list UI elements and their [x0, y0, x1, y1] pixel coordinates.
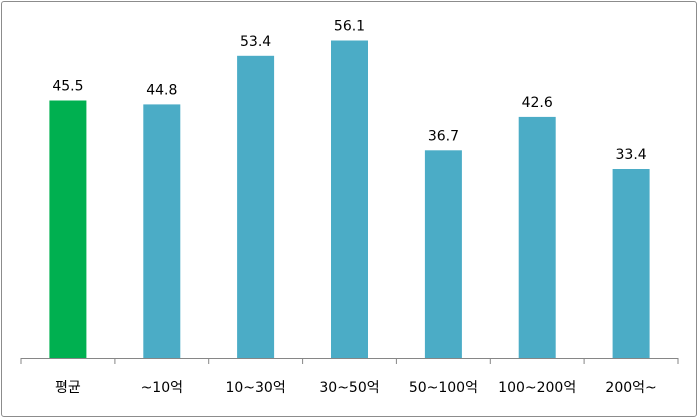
value-label-5: 42.6 — [522, 95, 553, 111]
value-label-0: 45.5 — [52, 79, 83, 95]
value-label-1: 44.8 — [146, 82, 177, 98]
bar-2 — [237, 55, 275, 359]
bar-5 — [518, 116, 556, 359]
bar-1 — [143, 104, 181, 359]
value-label-6: 33.4 — [616, 147, 647, 163]
value-label-2: 53.4 — [240, 34, 271, 50]
bars-group — [49, 40, 650, 359]
value-label-3: 56.1 — [334, 19, 365, 35]
bar-0 — [49, 100, 87, 358]
category-label-5: 100~200억 — [498, 380, 576, 396]
bar-4 — [424, 150, 462, 358]
value-label-4: 36.7 — [428, 128, 459, 144]
value-labels-group: 45.5 44.8 53.4 56.1 36.7 42.6 33.4 — [52, 19, 646, 164]
category-labels-group: 평균 ~10억 10~30억 30~50억 50~100억 100~200억 200억~ — [55, 380, 657, 396]
bar-3 — [331, 40, 368, 358]
category-label-1: ~10억 — [141, 380, 183, 396]
category-label-6: 200억~ — [605, 380, 656, 396]
bar-6 — [612, 169, 650, 358]
category-label-4: 50~100억 — [409, 380, 478, 396]
category-label-3: 30~50억 — [319, 380, 379, 396]
category-label-0: 평균 — [55, 380, 81, 396]
category-label-2: 10~30억 — [225, 380, 285, 396]
x-axis — [20, 358, 679, 364]
